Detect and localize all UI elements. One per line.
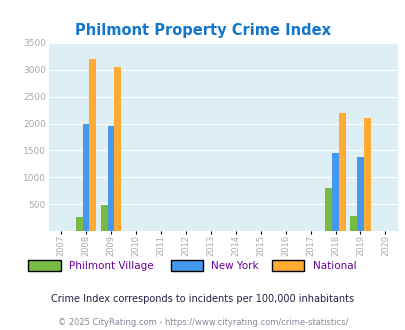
Bar (114, 67, 121, 231)
Bar (350, 216, 356, 231)
Bar (363, 118, 370, 231)
Text: National: National (312, 261, 355, 271)
Text: New York: New York (211, 261, 258, 271)
Bar (101, 206, 107, 231)
Bar (83, 123, 89, 231)
Bar (331, 153, 338, 231)
Text: Philmont Property Crime Index: Philmont Property Crime Index (75, 23, 330, 38)
Text: © 2025 CityRating.com - https://www.cityrating.com/crime-statistics/: © 2025 CityRating.com - https://www.city… (58, 318, 347, 327)
Text: Philmont Village: Philmont Village (69, 261, 153, 271)
Bar (76, 217, 83, 231)
Bar (325, 188, 331, 231)
Bar (107, 126, 114, 231)
Bar (89, 59, 96, 231)
Bar (356, 157, 363, 231)
Bar (338, 113, 345, 231)
Text: Crime Index corresponds to incidents per 100,000 inhabitants: Crime Index corresponds to incidents per… (51, 294, 354, 304)
